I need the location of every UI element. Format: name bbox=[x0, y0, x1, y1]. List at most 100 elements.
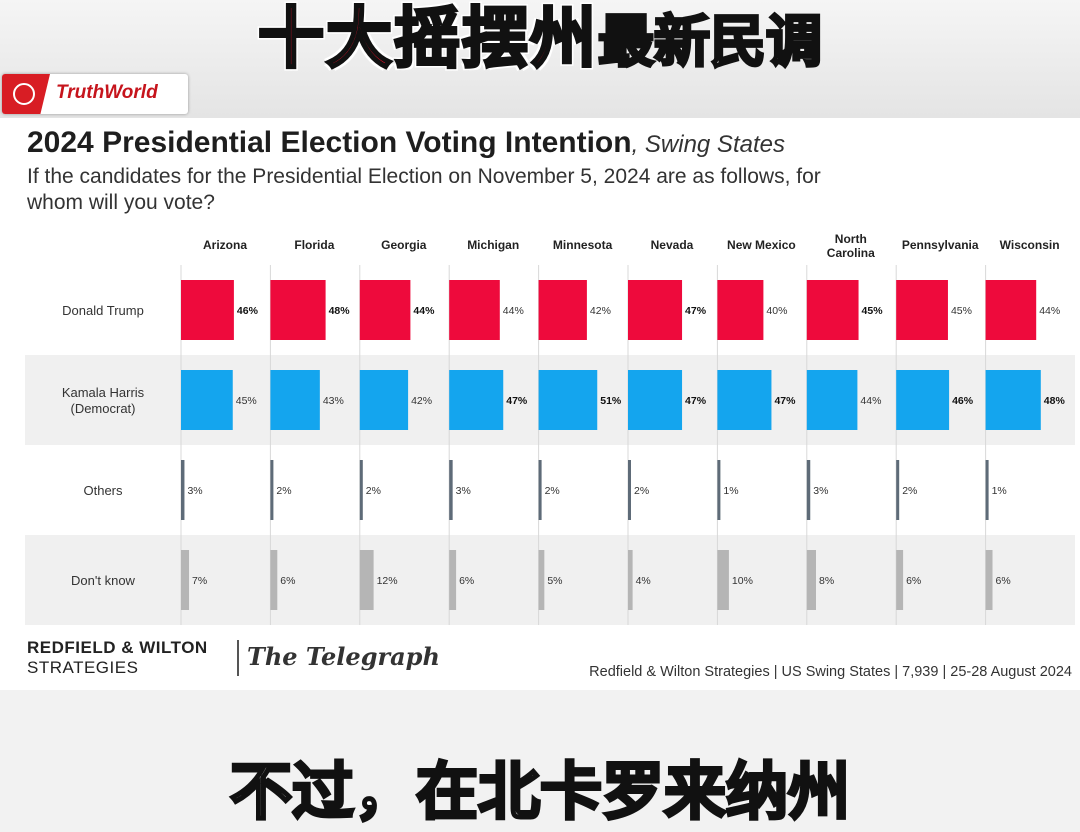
bar bbox=[896, 550, 904, 610]
chart-subtitle: If the candidates for the Presidential E… bbox=[27, 165, 821, 214]
data-label: 6% bbox=[280, 575, 295, 587]
telegraph-logo: The Telegraph bbox=[247, 642, 440, 671]
bar bbox=[359, 370, 409, 430]
state-header: Wisconsin bbox=[1000, 238, 1060, 252]
data-label: 2% bbox=[276, 485, 291, 497]
bar bbox=[896, 460, 900, 520]
bar bbox=[985, 460, 989, 520]
data-label: 48% bbox=[1044, 395, 1066, 407]
data-label: 2% bbox=[545, 485, 560, 497]
data-label: 1% bbox=[723, 485, 738, 497]
data-label: 47% bbox=[506, 395, 528, 407]
bar bbox=[359, 280, 411, 340]
bar bbox=[628, 550, 633, 610]
bar bbox=[359, 550, 374, 610]
data-label: 6% bbox=[459, 575, 474, 587]
data-label: 44% bbox=[503, 305, 524, 317]
data-label: 8% bbox=[819, 575, 834, 587]
data-label: 7% bbox=[192, 575, 207, 587]
bar bbox=[538, 370, 598, 430]
data-label: 48% bbox=[329, 305, 351, 317]
data-label: 5% bbox=[547, 575, 562, 587]
bar bbox=[806, 550, 816, 610]
bar bbox=[181, 370, 233, 430]
data-label: 12% bbox=[377, 575, 398, 587]
bar bbox=[985, 370, 1041, 430]
data-label: 2% bbox=[366, 485, 381, 497]
data-label: 51% bbox=[600, 395, 622, 407]
bar bbox=[538, 460, 542, 520]
bar bbox=[896, 280, 948, 340]
state-header: Nevada bbox=[651, 238, 694, 252]
bar bbox=[449, 460, 453, 520]
bar bbox=[717, 280, 764, 340]
truthworld-badge: TruthWorld bbox=[2, 74, 188, 114]
bar bbox=[806, 460, 811, 520]
series-label: Others bbox=[83, 483, 123, 498]
data-label: 42% bbox=[590, 305, 611, 317]
series-label: Don't know bbox=[71, 573, 136, 588]
series-label: Donald Trump bbox=[62, 303, 144, 318]
bar bbox=[896, 370, 950, 430]
bar bbox=[270, 280, 326, 340]
bar bbox=[181, 460, 185, 520]
footer-divider bbox=[237, 640, 239, 676]
state-header: Carolina bbox=[827, 246, 875, 260]
data-label: 42% bbox=[411, 395, 432, 407]
data-label: 44% bbox=[1039, 305, 1060, 317]
data-label: 6% bbox=[996, 575, 1011, 587]
bar bbox=[538, 280, 587, 340]
data-label: 3% bbox=[813, 485, 828, 497]
data-label: 47% bbox=[685, 395, 707, 407]
bar bbox=[270, 550, 278, 610]
chart-plot: Arizona Florida Georgia Michigan Minnesota Ne… bbox=[25, 232, 1075, 625]
data-label: 45% bbox=[862, 305, 884, 317]
bar bbox=[717, 370, 772, 430]
record-circle-icon bbox=[13, 83, 35, 105]
bar bbox=[449, 550, 457, 610]
state-header: Arizona bbox=[203, 238, 247, 252]
chart-title: 2024 Presidential Election Voting Intent… bbox=[27, 126, 785, 160]
logo-line-2: STRATEGIES bbox=[27, 658, 139, 677]
bar bbox=[449, 370, 504, 430]
data-label: 44% bbox=[860, 395, 881, 407]
data-label: 43% bbox=[323, 395, 344, 407]
bar bbox=[181, 550, 190, 610]
data-label: 6% bbox=[906, 575, 921, 587]
chart-card: 2024 Presidential Election Voting Intent… bbox=[0, 118, 1080, 690]
data-label: 3% bbox=[456, 485, 471, 497]
chart-title-main: 2024 Presidential Election Voting Intent… bbox=[27, 126, 632, 159]
state-header: North bbox=[835, 232, 867, 246]
headline-red: 十大摇摆州 bbox=[257, 0, 598, 77]
state-header: Georgia bbox=[381, 238, 427, 252]
state-header: Florida bbox=[294, 238, 334, 252]
data-label: 47% bbox=[774, 395, 796, 407]
bar bbox=[270, 370, 320, 430]
top-banner: 十大摇摆州最新民调 TruthWorld bbox=[0, 0, 1080, 118]
logo-line-1: REDFIELD & WILTON bbox=[27, 638, 208, 657]
data-label: 1% bbox=[992, 485, 1007, 497]
chart-title-sub: , Swing States bbox=[631, 131, 785, 158]
video-subtitle: 不过，在北卡罗来纳州 bbox=[228, 754, 851, 830]
bar bbox=[449, 280, 500, 340]
data-label: 2% bbox=[634, 485, 649, 497]
data-label: 40% bbox=[766, 305, 787, 317]
state-header: Pennsylvania bbox=[902, 238, 979, 252]
bar bbox=[806, 370, 858, 430]
data-label: 3% bbox=[187, 485, 202, 497]
state-header: Michigan bbox=[467, 238, 519, 252]
bar bbox=[628, 280, 683, 340]
state-header: Minnesota bbox=[553, 238, 613, 252]
bar bbox=[628, 460, 631, 520]
bar bbox=[181, 280, 234, 340]
bar bbox=[538, 550, 545, 610]
bar bbox=[985, 280, 1037, 340]
bar bbox=[359, 460, 363, 520]
redfield-wilton-logo: REDFIELD & WILTON STRATEGIES bbox=[27, 638, 208, 678]
data-label: 44% bbox=[413, 305, 435, 317]
data-label: 4% bbox=[636, 575, 651, 587]
headline: 十大摇摆州最新民调 bbox=[0, 2, 1080, 91]
brand-name: TruthWorld bbox=[56, 82, 158, 103]
bar bbox=[717, 460, 721, 520]
series-label: (Democrat) bbox=[70, 401, 135, 416]
